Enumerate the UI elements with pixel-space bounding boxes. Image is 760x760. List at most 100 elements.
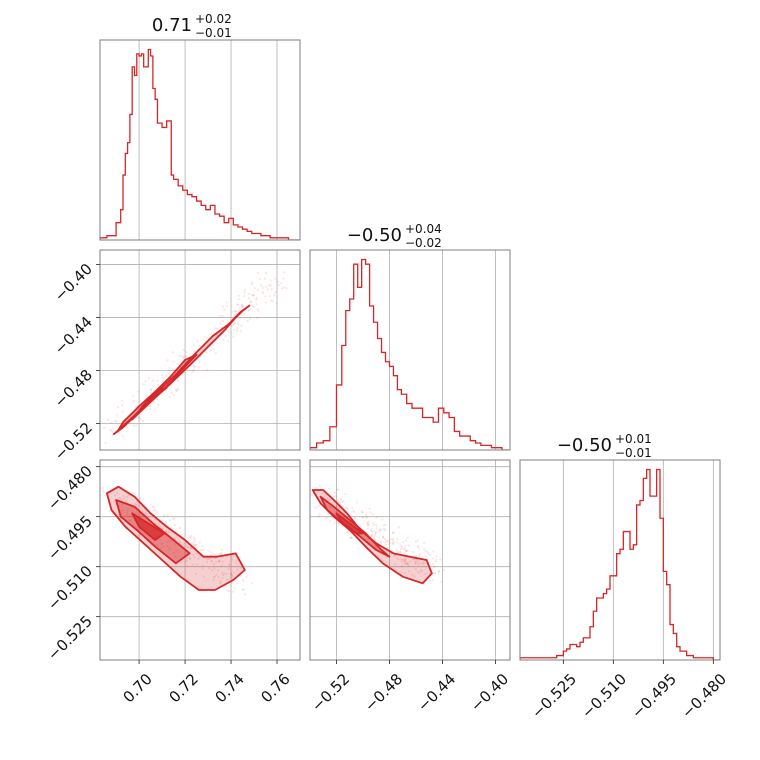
pair-0-point-108	[277, 284, 280, 287]
pair-0-point-238	[184, 355, 188, 358]
pair-0-point-47	[168, 366, 171, 370]
pair-2-point-177	[370, 534, 373, 538]
xtick-0-2-label: 0.74	[211, 670, 247, 706]
pair-2-point-205	[367, 538, 370, 541]
pair-0-point-177	[214, 352, 217, 355]
pair-1-point-129	[209, 550, 213, 554]
pair-1-point-209	[154, 508, 157, 511]
pair-1-point-49	[213, 557, 217, 560]
pair-2-point-137	[399, 547, 403, 551]
pair-1-point-85	[221, 573, 225, 577]
pair-2-point-58	[349, 536, 352, 539]
pair-1-point-17	[189, 557, 192, 561]
pair-1-point-226	[189, 546, 192, 550]
pair-0-point-193	[248, 308, 251, 312]
pair-2-point-155	[387, 542, 391, 545]
pair-1-point-195	[212, 552, 215, 555]
pair-1-point-134	[135, 511, 138, 514]
pair-0-point-52	[156, 379, 159, 382]
pair-2-point-245	[370, 527, 373, 530]
pair-0-point-156	[239, 329, 242, 333]
pair-2-point-221	[370, 533, 374, 536]
pair-2-point-105	[414, 561, 417, 565]
pair-0-point-239	[150, 388, 153, 391]
hist-0-frame	[99, 39, 301, 241]
pair-0-point-201	[174, 388, 178, 391]
pair-2-point-109	[366, 523, 370, 527]
pair-1-point-54	[187, 546, 190, 549]
pair-0-point-168	[116, 413, 119, 416]
pair-1-point-63	[113, 499, 116, 502]
pair-0-point-107	[248, 317, 251, 320]
pair-2-point-133	[419, 569, 422, 572]
pair-0-point-50	[238, 306, 241, 309]
pair-2-point-64	[381, 536, 385, 539]
pair-0-point-42	[224, 335, 227, 338]
pair-2-point-112	[423, 548, 426, 551]
pair-1-point-147	[236, 568, 239, 571]
pair-1-point-62	[193, 556, 196, 559]
pair-2-point-121	[403, 547, 407, 550]
pair-0-point-232	[232, 335, 235, 339]
ytick-1-3-label: −0.40	[51, 260, 96, 305]
pair-0-point-74	[175, 390, 178, 393]
pair-2-point-213	[371, 513, 374, 516]
pair-2-point-73	[389, 538, 392, 541]
pair-0-point-70	[251, 281, 254, 284]
pair-2-point-159	[418, 571, 421, 574]
pair-1-point-84	[202, 548, 205, 552]
pair-0-point-130	[161, 379, 165, 382]
pair-0-point-96	[237, 298, 240, 301]
pair-0-point-139	[121, 434, 125, 438]
pair-0-point-194	[111, 427, 114, 430]
pair-0-point-214	[251, 293, 254, 296]
pair-1-point-12	[131, 510, 134, 513]
pair-2-point-99	[432, 571, 435, 574]
pair-0-point-161	[236, 303, 239, 306]
pair-2-point-196	[416, 570, 419, 573]
pair-0-point-176	[243, 291, 246, 294]
pair-1-point-236	[212, 579, 215, 582]
pair-0-point-231	[233, 328, 236, 332]
pair-1-point-50	[168, 518, 171, 522]
pair-1-point-146	[159, 547, 162, 550]
hist-0-title: 0.71 +0.02−0.01	[152, 12, 232, 40]
pair-1-point-150	[217, 576, 220, 579]
pair-0-point-186	[132, 395, 135, 398]
pair-1-point-181	[134, 503, 137, 506]
pair-0-point-253	[209, 349, 212, 352]
pair-0-frame	[99, 249, 301, 451]
pair-0-point-171	[238, 308, 242, 311]
xtick-1-3-label: −0.40	[467, 670, 512, 715]
pair-0-point-84	[177, 387, 180, 390]
pair-1-point-21	[147, 516, 150, 519]
pair-2-point-27	[334, 495, 338, 498]
pair-0-point-127	[236, 327, 239, 330]
hist-1-title-value: −0.50	[347, 225, 402, 246]
pair-1-point-0	[166, 544, 169, 547]
pair-0-point-211	[211, 338, 214, 341]
pair-2-contour-2	[335, 512, 364, 535]
pair-2-point-194	[384, 529, 387, 532]
pair-2-point-81	[405, 550, 408, 553]
pair-1-point-114	[197, 557, 200, 560]
pair-1-point-41	[236, 582, 239, 585]
pair-2-point-113	[391, 537, 395, 540]
pair-0-scatter	[102, 271, 288, 445]
pair-2-point-227	[335, 488, 339, 491]
pair-1-contour-0	[105, 485, 246, 591]
pair-2-point-34	[317, 515, 320, 518]
pair-1-point-179	[174, 543, 177, 546]
pair-2-point-186	[405, 550, 408, 553]
hist-2-title: −0.50 +0.01−0.01	[557, 432, 652, 460]
pair-2-point-110	[403, 552, 406, 555]
ytick-1-0-label: −0.52	[51, 419, 96, 464]
pair-1-point-20	[241, 588, 244, 591]
pair-2-point-95	[379, 540, 382, 543]
pair-1-point-33	[164, 521, 168, 524]
pair-2-point-77	[361, 510, 364, 513]
pair-0-point-145	[193, 365, 196, 368]
pair-0-point-103	[144, 379, 147, 382]
pair-0-point-144	[269, 279, 272, 282]
pair-2-point-180	[375, 516, 378, 519]
